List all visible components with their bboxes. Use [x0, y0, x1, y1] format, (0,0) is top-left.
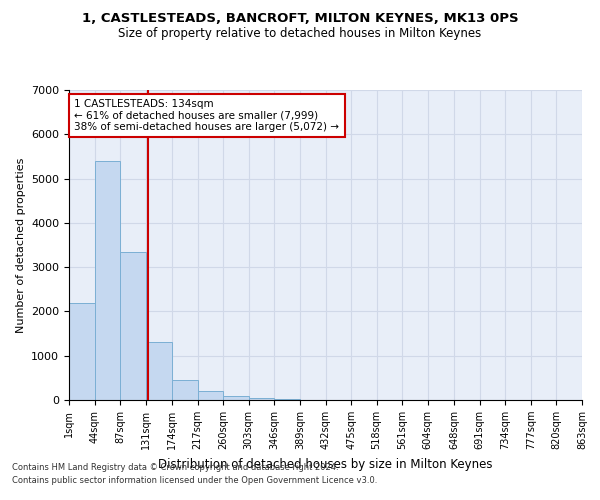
Bar — [223, 396, 249, 400]
Bar — [197, 391, 223, 400]
Bar — [120, 252, 146, 400]
Bar — [172, 380, 197, 400]
Text: Contains public sector information licensed under the Open Government Licence v3: Contains public sector information licen… — [12, 476, 377, 485]
Text: Size of property relative to detached houses in Milton Keynes: Size of property relative to detached ho… — [118, 28, 482, 40]
Text: 1 CASTLESTEADS: 134sqm
← 61% of detached houses are smaller (7,999)
38% of semi-: 1 CASTLESTEADS: 134sqm ← 61% of detached… — [74, 99, 340, 132]
Bar — [95, 161, 120, 400]
Bar — [69, 302, 95, 400]
Bar — [274, 399, 300, 400]
Bar — [249, 398, 274, 400]
Text: 1, CASTLESTEADS, BANCROFT, MILTON KEYNES, MK13 0PS: 1, CASTLESTEADS, BANCROFT, MILTON KEYNES… — [82, 12, 518, 26]
X-axis label: Distribution of detached houses by size in Milton Keynes: Distribution of detached houses by size … — [158, 458, 493, 470]
Text: Contains HM Land Registry data © Crown copyright and database right 2024.: Contains HM Land Registry data © Crown c… — [12, 464, 338, 472]
Y-axis label: Number of detached properties: Number of detached properties — [16, 158, 26, 332]
Bar — [146, 342, 172, 400]
